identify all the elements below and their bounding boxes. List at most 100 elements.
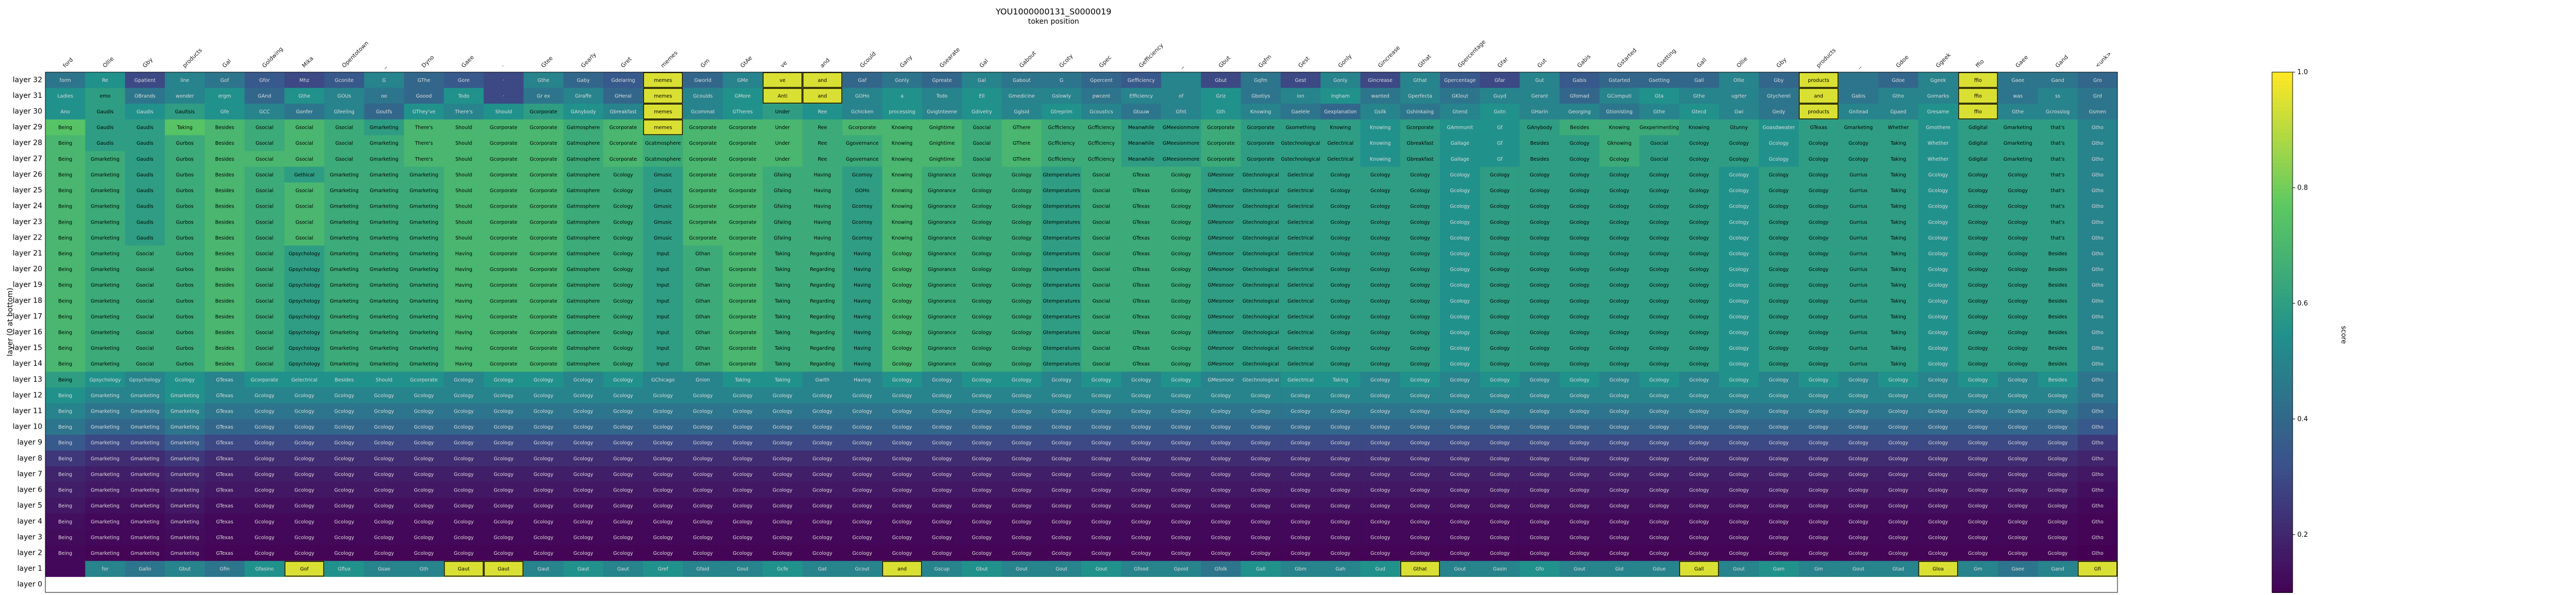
cell-label: Taking	[774, 377, 790, 383]
heatmap-cell	[483, 166, 524, 183]
cell-label: Gmarketing	[171, 393, 199, 399]
cell-label: Gcology	[1131, 456, 1151, 462]
heatmap-cell	[364, 72, 404, 89]
cell-label: Gcology	[1809, 488, 1829, 494]
cell-label: Gelectrical	[1287, 188, 1314, 194]
cell-label: Gcology	[2048, 551, 2068, 556]
cell-label: Gcology	[1769, 472, 1789, 478]
cell-label: Gmarketing	[330, 283, 359, 288]
cell-label: Gcology	[1968, 283, 1988, 288]
cell-label: Gcology	[1330, 298, 1350, 304]
x-tick-label: Gcould	[859, 50, 877, 69]
cell-label: Gpoid	[1174, 567, 1188, 572]
cell-label: Gcology	[852, 440, 872, 446]
heatmap-cell	[1639, 88, 1680, 104]
cell-label: Gcology	[1570, 440, 1590, 446]
cell-label: Gdoe	[1892, 78, 1905, 83]
heatmap-cell	[1241, 119, 1281, 135]
cell-label: Gpsychology	[289, 346, 320, 351]
cell-label: Knowing	[892, 188, 913, 194]
cell-label: Gcology	[1928, 456, 1948, 462]
cell-label: Gmarketing	[130, 409, 159, 415]
cell-label: Gcology	[1928, 330, 1948, 336]
cell-label: Gmarketing	[2004, 157, 2032, 162]
cell-label: Besides	[2048, 346, 2067, 351]
cell-label: Gelectrical	[1287, 235, 1314, 241]
cell-label: Gcology	[414, 440, 434, 446]
colorbar-segment	[2272, 128, 2293, 133]
cell-label: Gtho	[1892, 93, 1904, 99]
cell-label: Gsocial	[136, 251, 154, 257]
cell-label: GTexas	[1132, 362, 1149, 367]
cell-label: Gcology	[1171, 314, 1191, 320]
cell-label: Gurbos	[176, 267, 194, 273]
cell-label: Gcology	[653, 472, 673, 478]
cell-label: Gcology	[1330, 188, 1350, 194]
heatmap-cell	[922, 88, 962, 104]
cell-label: Gignorance	[928, 314, 956, 320]
cell-label: Gcology	[1928, 409, 1948, 415]
cell-label: Gknowing	[1607, 141, 1632, 146]
cell-label: Gcology	[1689, 346, 1709, 351]
cell-label: Gthan	[696, 267, 710, 273]
heatmap-cell	[1719, 166, 1759, 183]
heatmap-cell	[1161, 88, 1201, 104]
cell-label: Gcology	[1609, 283, 1630, 288]
cell-label: Gcology	[494, 519, 514, 525]
cell-label: Gtho	[2092, 188, 2104, 194]
cell-label: Besides	[215, 235, 234, 241]
cell-label: Gsilk	[1375, 109, 1387, 115]
cell-label: Gcology	[1211, 503, 1231, 509]
x-tick-label: Gaee	[2014, 54, 2030, 69]
cell-label: Gcology	[1649, 251, 1669, 257]
cell-label: Gout	[737, 567, 749, 572]
heatmap-cell	[1161, 151, 1201, 167]
cell-label: GMesmoor	[1208, 188, 1234, 194]
cell-label: GTexas	[1132, 172, 1149, 178]
cell-label: Gcology	[1570, 551, 1590, 556]
cell-label: Gcology	[1370, 219, 1391, 225]
cell-label: Gcology	[1649, 219, 1669, 225]
cell-label: Gcology	[1729, 551, 1749, 556]
cell-label: Gmarketing	[410, 235, 438, 241]
cell-label: Gurbos	[176, 219, 194, 225]
cell-label: Gcorporate	[729, 362, 757, 367]
cell-label: Gcology	[414, 393, 434, 399]
cell-label: Gcology	[1928, 267, 1948, 273]
cell-label: GMesmoor	[1208, 283, 1234, 288]
heatmap-cell	[1161, 104, 1201, 120]
heatmap-cell	[165, 72, 205, 89]
cell-label: Gam	[1773, 567, 1784, 572]
colorbar-segment	[2272, 163, 2293, 168]
cell-label: Gignorance	[928, 362, 956, 367]
colorbar-segment	[2272, 284, 2293, 290]
cell-label: Gcorporate	[490, 157, 518, 162]
cell-label: Gcology	[334, 393, 354, 399]
y-tick-label: layer 16	[13, 328, 42, 336]
cell-label: wanted	[1371, 93, 1389, 99]
colorbar-segment	[2272, 241, 2293, 246]
cell-label: Gmarketing	[171, 440, 199, 446]
cell-label: Gcology	[573, 377, 594, 383]
cell-label: Gcology	[294, 393, 314, 399]
cell-label: Gcornoy	[852, 204, 873, 210]
heatmap-cell	[404, 166, 444, 183]
cell-label: Gthan	[696, 283, 710, 288]
cell-label: Being	[58, 188, 72, 194]
cell-label: Gcology	[733, 456, 753, 462]
cell-label: Gcorporate	[490, 298, 518, 304]
cell-label: Gcology	[1689, 141, 1709, 146]
heatmap-cell	[1440, 135, 1480, 151]
cell-label: Gcology	[1091, 472, 1111, 478]
cell-label: Gurrius	[1850, 362, 1868, 367]
x-tick-label: Gfar	[1496, 56, 1510, 69]
cell-label: Gcology	[932, 535, 952, 540]
cell-label: Gcology	[1809, 141, 1829, 146]
cell-label: Gmarketing	[410, 172, 438, 178]
cell-label: Gcology	[1171, 267, 1191, 273]
cell-label: Gout	[1056, 567, 1067, 572]
heatmap-cell	[1758, 166, 1799, 183]
cell-label: Gcology	[2008, 298, 2028, 304]
colorbar-segment	[2272, 540, 2293, 546]
colorbar-segment	[2272, 76, 2293, 81]
